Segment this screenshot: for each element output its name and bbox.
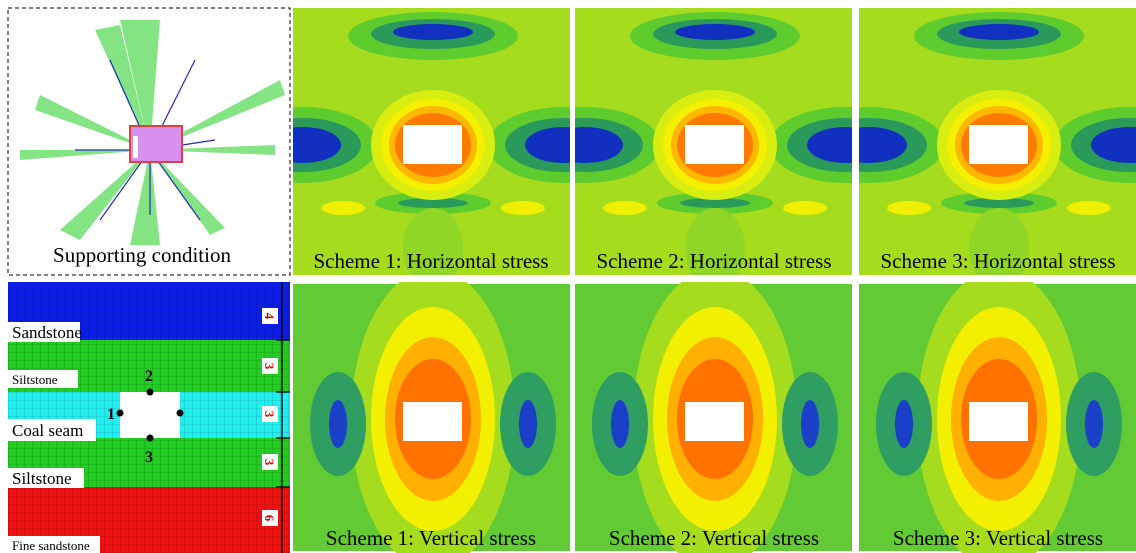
caption: Scheme 1: Horizontal stress [313, 249, 548, 273]
thickness: 6 [262, 515, 277, 522]
point-label: 1 [107, 406, 115, 423]
caption: Scheme 2: Vertical stress [609, 526, 819, 550]
thickness: 4 [262, 313, 277, 320]
layer-name: Coal seam [12, 421, 83, 440]
layer-name: Fine sandstone [12, 538, 90, 553]
caption: Scheme 3: Vertical stress [893, 526, 1103, 550]
model-panel: Sandstone Siltstone Coal seam Siltstone … [8, 282, 290, 553]
thickness: 3 [262, 411, 277, 418]
caption: Scheme 2: Horizontal stress [596, 249, 831, 273]
caption: Supporting condition [53, 243, 231, 267]
support-panel: Supporting condition [8, 8, 290, 275]
thickness: 3 [262, 459, 277, 466]
caption: Scheme 1: Vertical stress [326, 526, 536, 550]
caption: Scheme 3: Horizontal stress [880, 249, 1115, 273]
contour-panels: Scheme 1: Horizontal stress Scheme 2: Ho… [228, 8, 1136, 553]
point-label: 2 [145, 368, 153, 385]
layer-name: Siltstone [12, 372, 58, 387]
layer-name: Sandstone [12, 323, 82, 342]
point-label: 3 [145, 449, 153, 466]
layer-name: Siltstone [12, 469, 72, 488]
figure: Supporting condition Scheme 1: Horizonta… [0, 0, 1136, 553]
thickness: 3 [262, 363, 277, 370]
